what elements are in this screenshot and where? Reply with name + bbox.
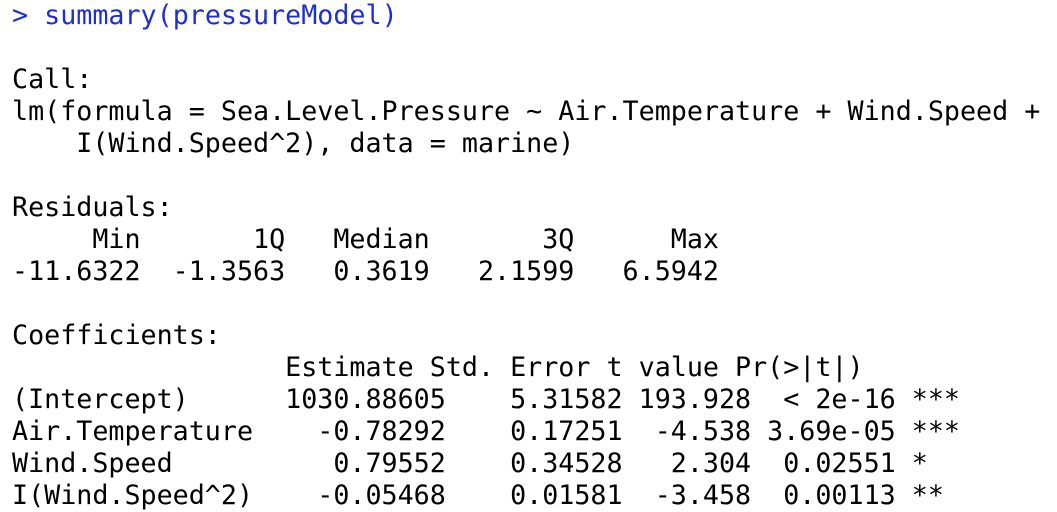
coefficient-row-wind-speed: Wind.Speed 0.79552 0.34528 2.304 0.02551… (12, 448, 960, 479)
coefficients-column-headers: Estimate Std. Error t value Pr(>|t|) (12, 352, 928, 383)
coefficient-row-intercept: (Intercept) 1030.88605 5.31582 193.928 <… (12, 384, 960, 415)
prompt-symbol: > (12, 0, 29, 31)
residuals-values: -11.6322 -1.3563 0.3619 2.1599 6.5942 (12, 256, 736, 287)
blank-line (12, 288, 1057, 320)
blank-line (12, 160, 1057, 192)
blank-line (12, 32, 1057, 64)
coefficient-row-air-temperature: Air.Temperature -0.78292 0.17251 -4.538 … (12, 416, 960, 447)
command-text: summary(pressureModel) (44, 0, 398, 31)
call-formula-line-2: I(Wind.Speed^2), data = marine) (12, 128, 575, 159)
coefficient-row-wind-speed-squared: I(Wind.Speed^2) -0.05468 0.01581 -3.458 … (12, 480, 960, 511)
residuals-labels: Min 1Q Median 3Q Max (12, 224, 736, 255)
call-header: Call: (12, 64, 93, 95)
residuals-header: Residuals: (12, 192, 173, 223)
command-line: > summary(pressureModel) (12, 0, 1057, 32)
call-formula-line-1: lm(formula = Sea.Level.Pressure ~ Air.Te… (12, 96, 1041, 127)
coefficients-header: Coefficients: (12, 320, 221, 351)
